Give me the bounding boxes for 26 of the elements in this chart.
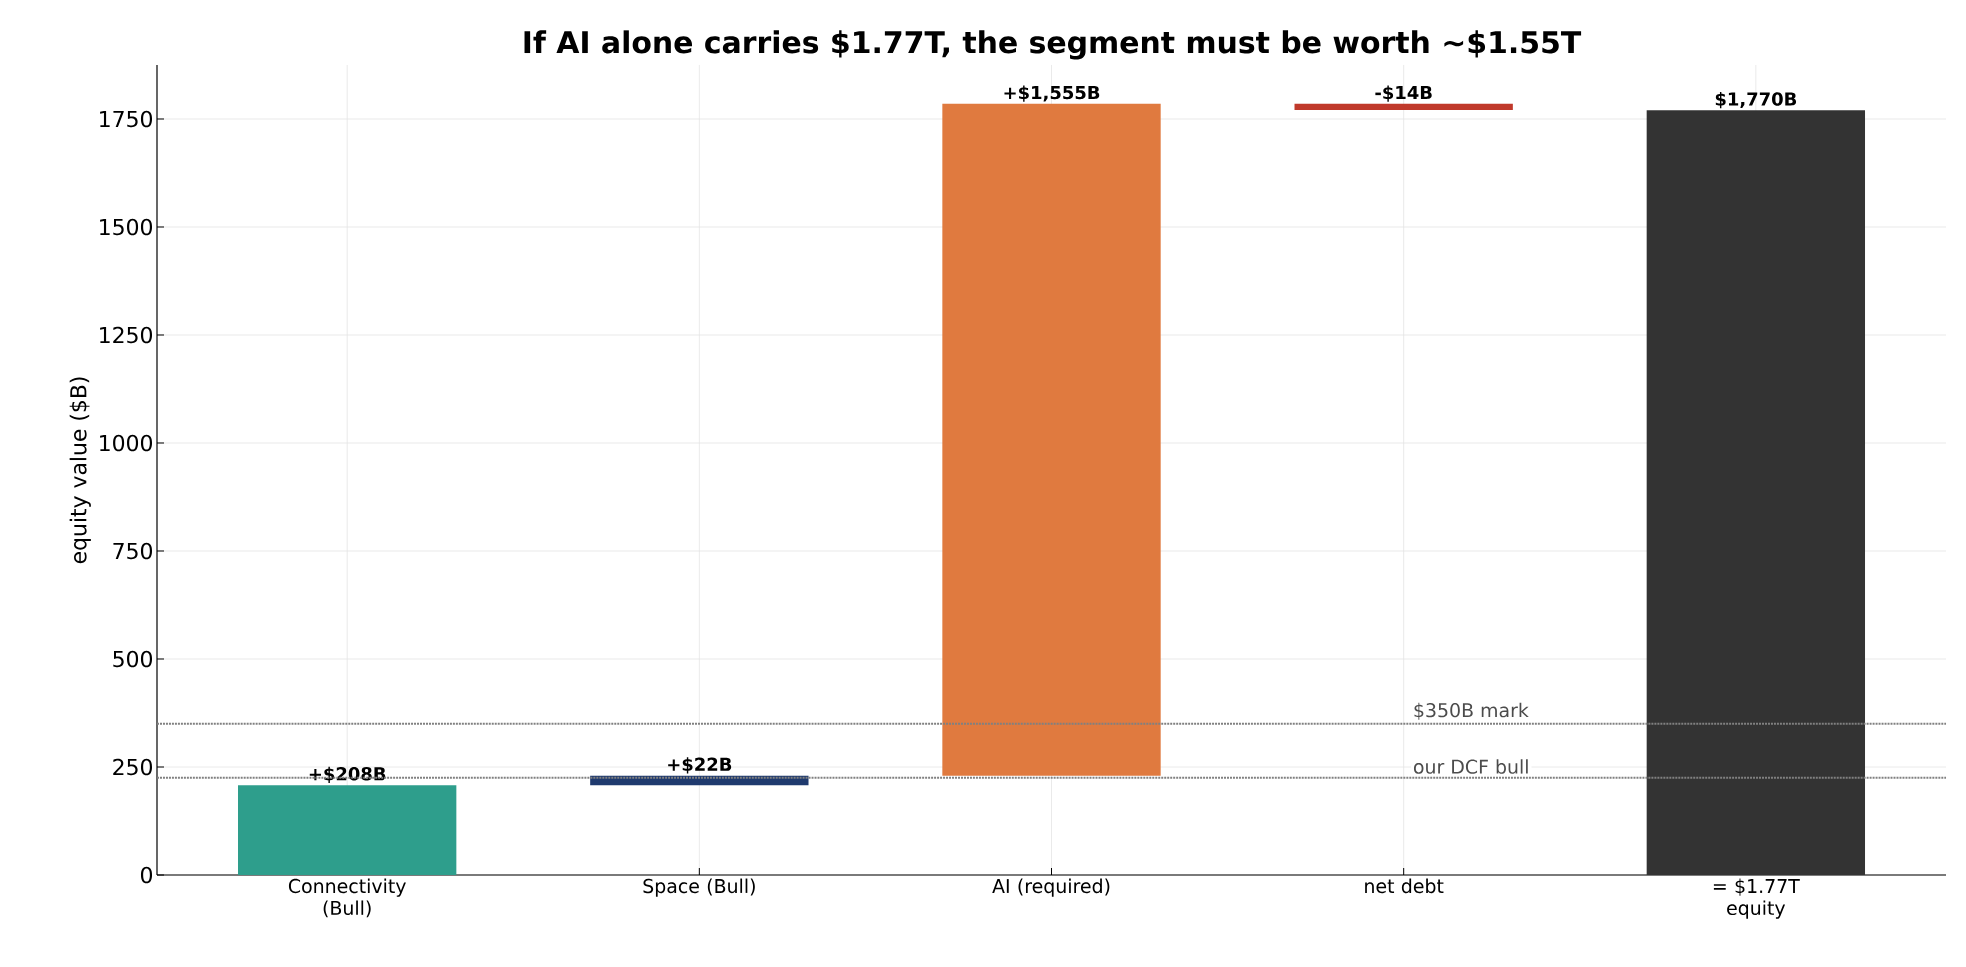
y-axis-title: equity value ($B) <box>69 377 91 564</box>
bar <box>1294 103 1513 110</box>
data-label: $1,770B <box>1715 91 1797 109</box>
chart-title: If AI alone carries $1.77T, the segment must be worth ~$1.55T <box>524 30 1582 60</box>
y-tick-label: 1500 <box>100 218 152 236</box>
x-tick-label: Space (Bull) <box>643 878 755 897</box>
y-tick-label: 0 <box>140 866 153 884</box>
y-tick-label: 750 <box>113 542 153 560</box>
x-tick-label: Connectivity (Bull) <box>288 878 406 918</box>
data-label: +$208B <box>309 766 386 783</box>
ref-line-label: our DCF bull <box>1413 759 1528 774</box>
bar <box>942 103 1161 776</box>
y-tick-label: 500 <box>113 650 153 668</box>
x-tick-label: = $1.77T equity <box>1713 878 1800 919</box>
ref-line-label: $350B mark <box>1414 702 1529 720</box>
data-label: +$22B <box>668 757 732 774</box>
y-tick-label: 1750 <box>100 110 152 128</box>
bar <box>1646 110 1866 875</box>
data-label: -$14B <box>1375 85 1432 102</box>
x-tick-label: AI (required) <box>992 878 1110 897</box>
y-tick-label: 1250 <box>100 326 152 344</box>
y-tick-label: 250 <box>113 758 153 776</box>
y-tick-label: 1000 <box>100 434 152 452</box>
bar <box>238 785 457 875</box>
x-tick-label: net debt <box>1365 878 1444 894</box>
data-label: +$1,555B <box>1004 85 1100 102</box>
